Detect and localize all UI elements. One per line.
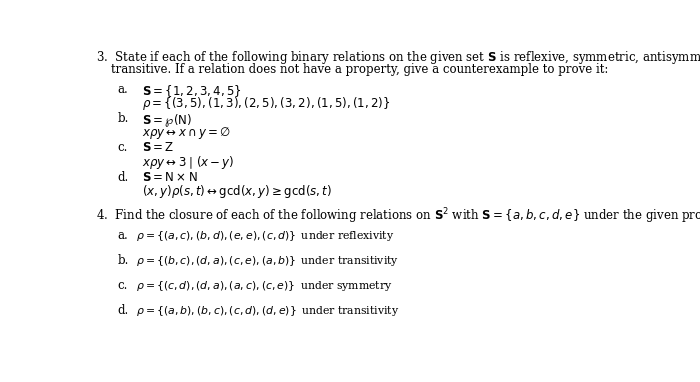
Text: a.: a. [118, 229, 128, 242]
Text: $\rho = \{(a, c), (b, d), (e, e), (c, d)\}\,$ under reflexivity: $\rho = \{(a, c), (b, d), (e, e), (c, d)… [136, 229, 395, 243]
Text: d.: d. [118, 304, 129, 317]
Text: $\rho = \{(b, c), (d, a), (c, e), (a, b)\}\,$ under transitivity: $\rho = \{(b, c), (d, a), (c, e), (a, b)… [136, 254, 400, 268]
Text: $\rho = \{(c, d), (d, a), (a, c), (c, e)\}\,$ under symmetry: $\rho = \{(c, d), (d, a), (a, c), (c, e)… [136, 279, 393, 293]
Text: b.: b. [118, 254, 129, 267]
Text: $\mathbf{S} = \mathrm{N} \times \mathrm{N}$: $\mathbf{S} = \mathrm{N} \times \mathrm{… [141, 171, 197, 184]
Text: $x\rho y \leftrightarrow 3 \mid (x - y)$: $x\rho y \leftrightarrow 3 \mid (x - y)$ [141, 154, 234, 171]
Text: b.: b. [118, 112, 129, 125]
Text: transitive. If a relation does not have a property, give a counterexample to pro: transitive. If a relation does not have … [96, 63, 608, 76]
Text: a.: a. [118, 83, 128, 96]
Text: 3.  State if each of the following binary relations on the given set $\mathbf{S}: 3. State if each of the following binary… [96, 49, 700, 66]
Text: $x\rho y \leftrightarrow x \cap y = \emptyset$: $x\rho y \leftrightarrow x \cap y = \emp… [141, 125, 231, 141]
Text: $\mathbf{S} = \mathrm{Z}$: $\mathbf{S} = \mathrm{Z}$ [141, 141, 174, 154]
Text: c.: c. [118, 279, 127, 292]
Text: c.: c. [118, 141, 127, 154]
Text: $\rho = \{(a, b), (b, c), (c, d), (d, e)\}\,$ under transitivity: $\rho = \{(a, b), (b, c), (c, d), (d, e)… [136, 304, 400, 318]
Text: $\rho = \{(3, 5), (1, 3), (2, 5), (3, 2), (1, 5), (1, 2)\}$: $\rho = \{(3, 5), (1, 3), (2, 5), (3, 2)… [141, 95, 390, 112]
Text: $\mathbf{S} = \wp(\mathrm{N})$: $\mathbf{S} = \wp(\mathrm{N})$ [141, 112, 192, 129]
Text: $(x, y)\rho(s, t) \leftrightarrow \mathrm{gcd}(x, y) \geq \mathrm{gcd}(s, t)$: $(x, y)\rho(s, t) \leftrightarrow \mathr… [141, 183, 332, 201]
Text: 4.  Find the closure of each of the following relations on $\mathbf{S}^2$ with $: 4. Find the closure of each of the follo… [96, 206, 700, 226]
Text: d.: d. [118, 171, 129, 184]
Text: $\mathbf{S} = \{1, 2, 3, 4, 5\}$: $\mathbf{S} = \{1, 2, 3, 4, 5\}$ [141, 83, 241, 99]
